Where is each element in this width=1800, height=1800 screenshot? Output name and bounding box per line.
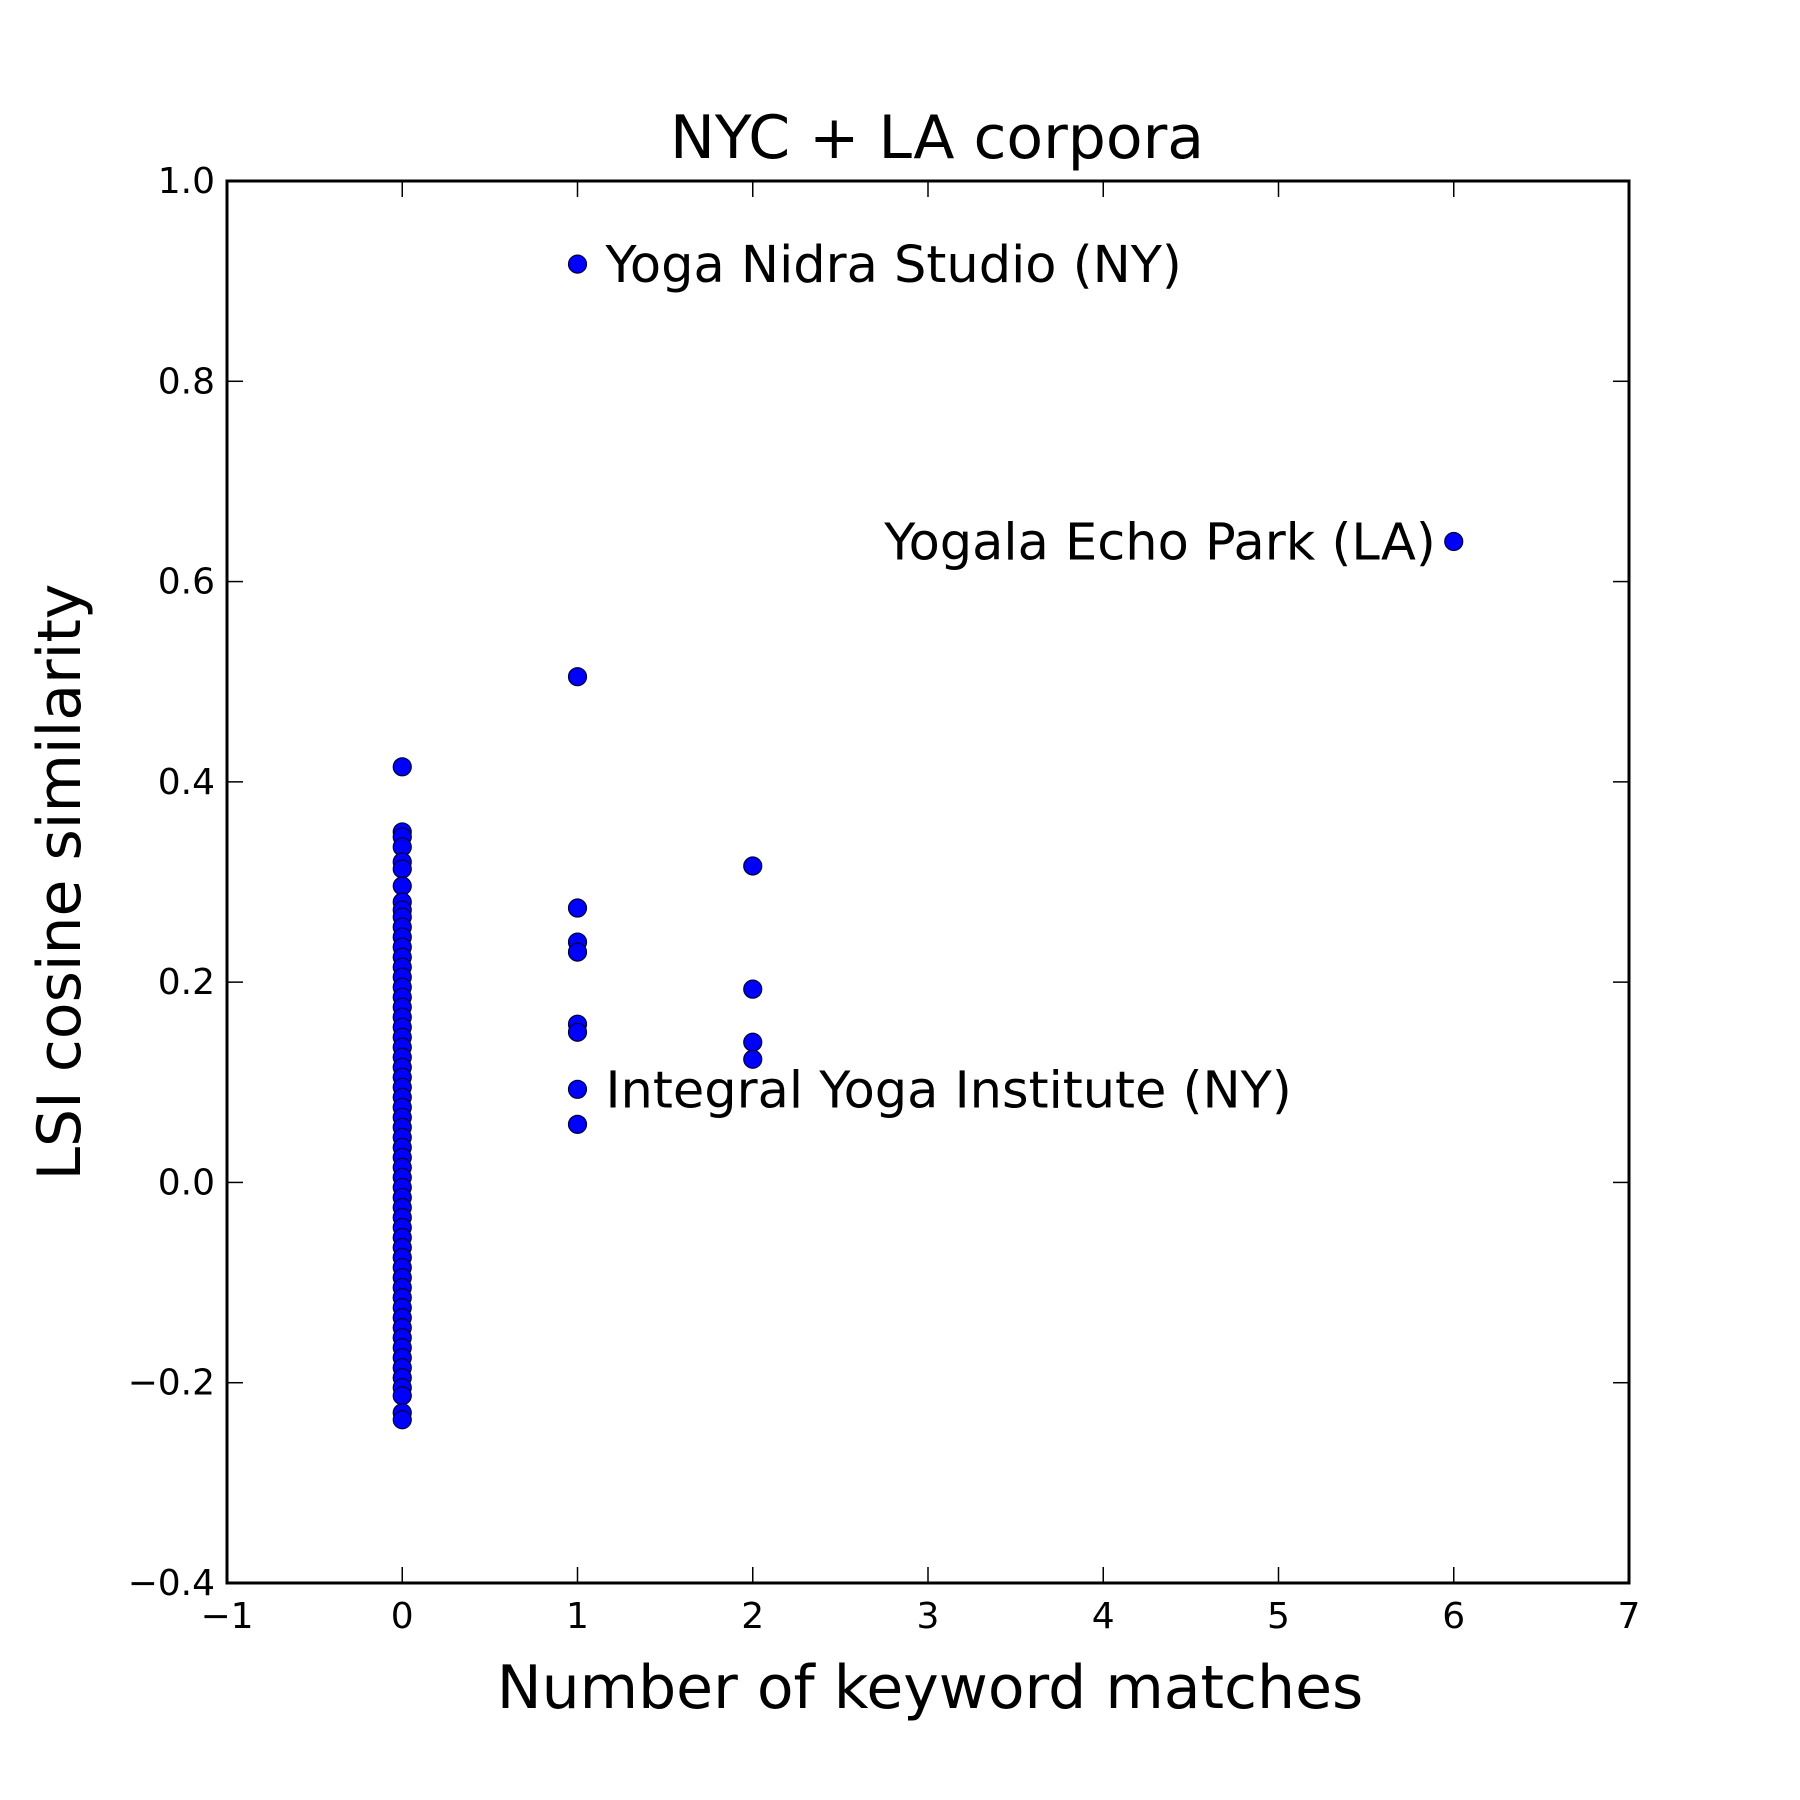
x-tick-label: −1 bbox=[200, 1596, 253, 1637]
data-point bbox=[743, 856, 763, 876]
axis-ticks: −1 0 1 2 3 4 5 6 7 −0.4 −0.2 0.0 0.2 0.4 0.6 0.8 1.0 bbox=[128, 161, 1641, 1637]
data-point bbox=[392, 757, 412, 777]
x-tick-label: 0 bbox=[391, 1596, 414, 1637]
point-annotation-label: Yoga Nidra Studio (NY) bbox=[605, 236, 1182, 295]
y-tick-label: 1.0 bbox=[158, 161, 215, 202]
data-point bbox=[1444, 531, 1464, 552]
y-tick-label: 0.2 bbox=[158, 962, 215, 1003]
data-point bbox=[392, 876, 412, 896]
data-point bbox=[392, 859, 412, 879]
point-annotation-label: Integral Yoga Institute (NY) bbox=[606, 1061, 1292, 1120]
data-point bbox=[743, 979, 763, 999]
data-point bbox=[567, 1079, 588, 1099]
x-tick-label: 4 bbox=[1092, 1596, 1115, 1637]
data-point bbox=[743, 1049, 763, 1069]
data-point bbox=[392, 1410, 412, 1430]
y-tick-label: −0.4 bbox=[128, 1563, 215, 1604]
data-point bbox=[567, 1022, 588, 1042]
data-point bbox=[392, 1386, 412, 1406]
point-annotations: Yoga Nidra Studio (NY) Yogala Echo Park (… bbox=[605, 236, 1436, 1120]
y-tick-label: 0.0 bbox=[158, 1162, 215, 1203]
data-points bbox=[392, 254, 1464, 1430]
y-tick-label: −0.2 bbox=[128, 1363, 215, 1404]
data-point bbox=[567, 667, 588, 687]
data-point bbox=[567, 1114, 588, 1134]
data-point bbox=[567, 898, 588, 918]
x-tick-label: 2 bbox=[741, 1596, 764, 1637]
y-tick-label: 0.8 bbox=[158, 361, 215, 402]
y-tick-label: 0.6 bbox=[158, 562, 215, 603]
plot-area-frame bbox=[225, 179, 1631, 1585]
chart-title: NYC + LA corpora bbox=[670, 103, 1204, 173]
point-annotation-label: Yogala Echo Park (LA) bbox=[883, 514, 1436, 573]
x-tick-label: 3 bbox=[917, 1596, 940, 1637]
data-point bbox=[567, 942, 588, 962]
y-tick-label: 0.4 bbox=[158, 762, 215, 803]
x-tick-label: 1 bbox=[566, 1596, 589, 1637]
x-tick-label: 7 bbox=[1618, 1596, 1641, 1637]
y-axis-label: LSI cosine similarity bbox=[25, 584, 95, 1181]
x-tick-label: 6 bbox=[1442, 1596, 1465, 1637]
x-axis-label: Number of keyword matches bbox=[497, 1653, 1364, 1723]
data-point bbox=[743, 1032, 763, 1052]
x-tick-label: 5 bbox=[1267, 1596, 1290, 1637]
data-point bbox=[567, 254, 588, 274]
